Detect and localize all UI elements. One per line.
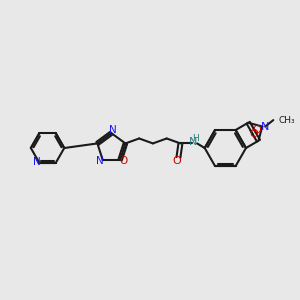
Text: O: O	[250, 128, 258, 139]
Text: H: H	[192, 134, 199, 143]
Text: N: N	[33, 157, 41, 166]
Text: N: N	[261, 122, 269, 131]
Text: N: N	[96, 156, 104, 166]
Text: O: O	[120, 156, 128, 166]
Text: O: O	[252, 125, 261, 135]
Text: N: N	[109, 125, 116, 135]
Text: CH₃: CH₃	[278, 116, 295, 124]
Text: N: N	[189, 137, 197, 147]
Text: O: O	[172, 156, 181, 166]
